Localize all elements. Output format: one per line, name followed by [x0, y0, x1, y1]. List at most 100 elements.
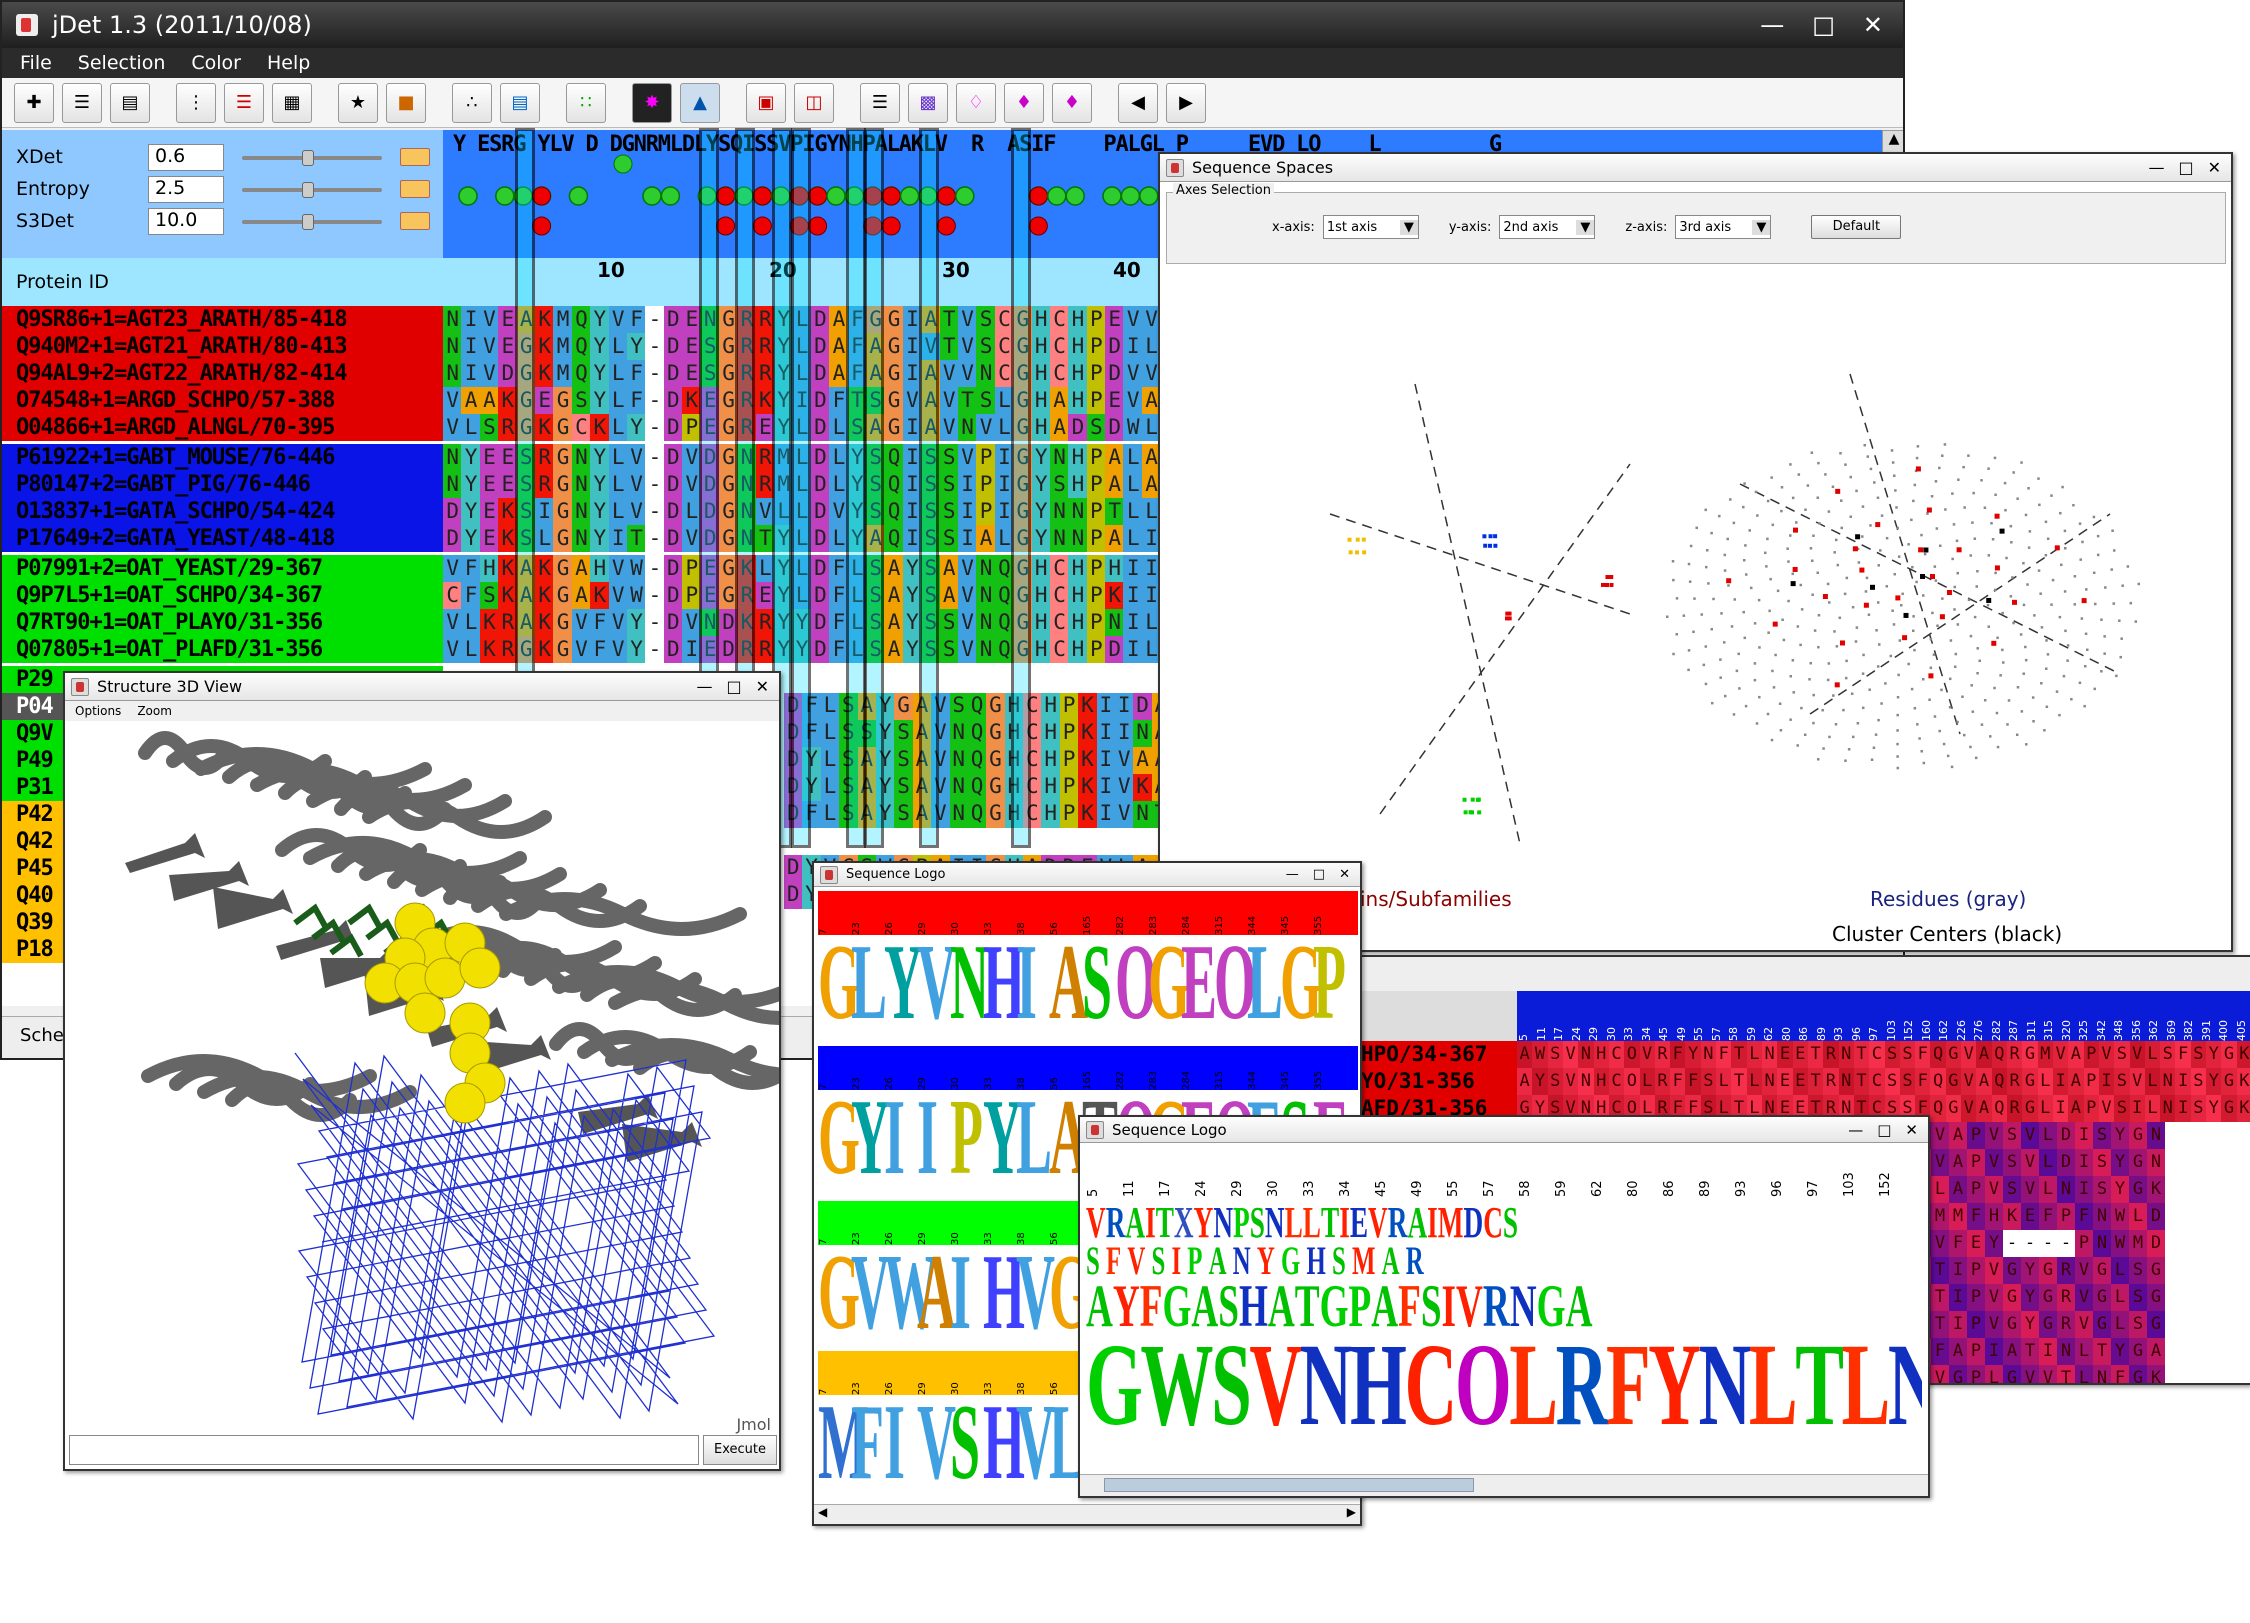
x-axis-select[interactable]: 1st axis ▼: [1322, 215, 1419, 239]
tree-icon[interactable]: ★: [338, 82, 378, 123]
menu-file[interactable]: File: [20, 52, 52, 74]
color-bars-icon[interactable]: ☰: [224, 82, 264, 123]
cluster-center: [1923, 547, 1929, 553]
z-axis-select[interactable]: 3rd axis ▼: [1675, 215, 1772, 239]
legend-cluster-centers: Cluster Centers (black): [1832, 922, 2063, 946]
beta-strand: [578, 1094, 658, 1134]
table-row-id[interactable]: YO/31-356: [1357, 1068, 1517, 1095]
minimize-icon[interactable]: —: [2148, 158, 2165, 177]
y-axis-select[interactable]: 2nd axis ▼: [1499, 215, 1596, 239]
pyramid-icon[interactable]: ▲: [680, 82, 720, 123]
close-icon[interactable]: ✕: [1862, 11, 1883, 39]
logo2-scrollbar[interactable]: [1080, 1474, 1928, 1496]
maximize-icon[interactable]: □: [1877, 1120, 1892, 1139]
logo-text2-icon[interactable]: ♦: [1052, 82, 1092, 123]
residue-point: [2062, 674, 2066, 678]
minimize-icon[interactable]: —: [1848, 1120, 1864, 1139]
split-icon[interactable]: ◫: [794, 82, 834, 123]
close-icon[interactable]: ✕: [2207, 158, 2221, 177]
minimize-icon[interactable]: —: [1285, 867, 1299, 882]
execute-button[interactable]: Execute: [703, 1435, 777, 1465]
alignment-row[interactable]: P17649+2=GATA_YEAST/48-418DYEKSLGNYIT-DV…: [2, 525, 1903, 552]
menu-options[interactable]: Options: [75, 704, 122, 718]
residue-point: [1792, 566, 1798, 572]
maximize-icon[interactable]: □: [2178, 158, 2194, 177]
apply-icon[interactable]: [400, 148, 430, 166]
list-icon[interactable]: ☰: [860, 82, 900, 123]
scatter-icon[interactable]: ⋮: [176, 82, 216, 123]
residue-point: [1944, 508, 1947, 511]
menubar: File Selection Color Help: [2, 48, 1903, 78]
move-left-icon[interactable]: ◀: [1118, 82, 1158, 123]
alignment-row[interactable]: Q940M2+1=AGT21_ARATH/80-413NIVEGKMQYLY-D…: [2, 333, 1903, 360]
residue-point: [1843, 592, 1847, 596]
helix-ribbon: [362, 795, 552, 839]
new-file-icon[interactable]: ✚: [14, 82, 54, 123]
minimize-icon[interactable]: —: [696, 677, 713, 696]
slider-thumb[interactable]: [302, 182, 314, 198]
command-input[interactable]: [69, 1435, 699, 1465]
residue-point: [2081, 540, 2084, 544]
logo1-scrollbar[interactable]: ◀ ▶: [814, 1504, 1360, 1524]
window-icon[interactable]: ▣: [746, 82, 786, 123]
close-icon[interactable]: ✕: [1339, 867, 1350, 882]
default-button[interactable]: Default: [1811, 215, 1902, 239]
apply-icon[interactable]: [400, 180, 430, 198]
grid-icon[interactable]: ▦: [272, 82, 312, 123]
table-row-id[interactable]: HPO/34-367: [1357, 1041, 1517, 1068]
param-input[interactable]: 2.5: [148, 176, 224, 203]
residue-point: [2016, 497, 2019, 500]
residue-point: [1907, 543, 1910, 546]
maximize-icon[interactable]: □: [1812, 11, 1835, 39]
close-icon[interactable]: ✕: [1905, 1120, 1918, 1139]
maximize-icon[interactable]: □: [1312, 867, 1326, 882]
move-right-icon[interactable]: ▶: [1166, 82, 1206, 123]
menu-color[interactable]: Color: [191, 52, 241, 74]
heatmap-icon[interactable]: ▩: [908, 82, 948, 123]
residue-point: [1922, 594, 1925, 597]
alignment-row[interactable]: Q9P7L5+1=OAT_SCHPO/34-367CFSKAKGAKVW-DPE…: [2, 582, 1903, 609]
scroll-thumb[interactable]: [1104, 1478, 1474, 1492]
alignment-row[interactable]: O13837+1=GATA_SCHPO/54-424DYEKSIGNYLV-DL…: [2, 498, 1903, 525]
residue-point: [1854, 640, 1858, 643]
residue-point: [1817, 613, 1821, 617]
molecule-view[interactable]: [65, 723, 779, 1427]
plot-icon[interactable]: ∴: [452, 82, 492, 123]
param-input[interactable]: 0.6: [148, 144, 224, 171]
menu-selection[interactable]: Selection: [77, 52, 166, 74]
menu-help[interactable]: Help: [266, 52, 311, 74]
slider-thumb[interactable]: [302, 150, 314, 166]
palette-icon[interactable]: ■: [386, 82, 426, 123]
save-icon[interactable]: ▤: [110, 82, 150, 123]
column-number: 58: [1727, 1027, 1740, 1041]
data-point: [1605, 575, 1610, 580]
alignment-row[interactable]: P61922+1=GABT_MOUSE/76-446NYEESRGNYLV-DV…: [2, 444, 1903, 471]
param-input[interactable]: 10.0: [148, 208, 224, 235]
close-icon[interactable]: ✕: [755, 677, 769, 696]
bars-icon[interactable]: ▤: [500, 82, 540, 123]
alignment-row[interactable]: Q94AL9+2=AGT22_ARATH/82-414NIVDGKMQYLF-D…: [2, 360, 1903, 387]
column-number: 162: [1937, 1020, 1950, 1041]
menu-zoom[interactable]: Zoom: [137, 704, 172, 718]
apply-icon[interactable]: [400, 212, 430, 230]
structure-icon[interactable]: ✸: [632, 82, 672, 123]
logo-icon[interactable]: ♢: [956, 82, 996, 123]
minimize-icon[interactable]: —: [1760, 11, 1785, 39]
conservation-dot: [752, 216, 772, 236]
conservation-dot: [458, 186, 478, 206]
slider-thumb[interactable]: [302, 214, 314, 230]
residue-point: [2031, 696, 2035, 699]
conservation-dot: [881, 216, 901, 236]
data-point: [1355, 550, 1359, 555]
alignment-row[interactable]: Q7RT90+1=OAT_PLAYO/31-356VLKRAKGVFVY-DVN…: [2, 609, 1903, 636]
column-number: 34: [1639, 1027, 1653, 1041]
open-icon[interactable]: ☰: [62, 82, 102, 123]
logo-text-icon[interactable]: ♦: [1004, 82, 1044, 123]
residue-point: [1693, 597, 1696, 600]
dots-icon[interactable]: ∷: [566, 82, 606, 123]
maximize-icon[interactable]: □: [726, 677, 742, 696]
position-number: 86: [1662, 1180, 1677, 1197]
